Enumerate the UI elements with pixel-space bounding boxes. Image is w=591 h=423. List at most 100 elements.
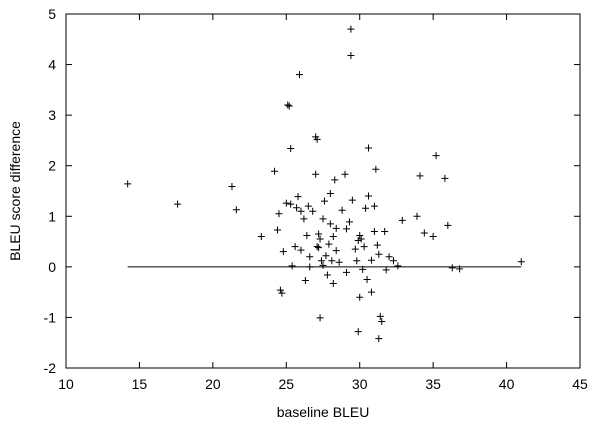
data-point [354,237,362,245]
y-tick-label: 3 [48,107,56,123]
data-point [354,328,362,336]
data-point [174,200,182,208]
data-point [517,258,525,266]
data-point [373,241,381,249]
data-point [297,207,305,215]
data-point [370,202,378,210]
x-tick-label: 10 [58,376,74,392]
data-point [329,280,337,288]
data-point [385,253,393,261]
data-point [347,51,355,59]
data-point [448,264,456,272]
data-point [353,257,361,265]
data-point [362,204,370,212]
data-point [328,257,336,265]
data-point [365,144,373,152]
data-point [294,193,302,201]
data-point [398,216,406,224]
data-point [309,207,317,215]
data-point [332,247,340,255]
data-point [284,101,292,109]
y-tick-label: 1 [48,208,56,224]
data-point [356,232,364,240]
data-point [332,224,340,232]
data-point [232,206,240,214]
data-point [322,252,330,260]
data-point [370,227,378,235]
scatter-points [124,25,525,343]
data-point [341,170,349,178]
data-point [228,182,236,190]
data-point [329,233,337,241]
data-point [325,240,333,248]
data-point [293,204,301,212]
data-point [444,221,452,229]
x-tick-label: 40 [499,376,515,392]
data-point [300,215,308,223]
data-point [304,202,312,210]
data-point [376,312,384,320]
data-point [365,192,373,200]
data-point [413,212,421,220]
data-point [275,210,283,218]
y-tick-label: -1 [44,309,57,325]
x-tick-label: 15 [132,376,148,392]
data-point [323,271,331,279]
data-point [372,165,380,173]
data-point [338,206,346,214]
data-point [287,200,295,208]
data-point [381,227,389,235]
data-point [389,257,397,265]
data-point [296,71,304,79]
data-point [357,235,365,243]
data-point [278,289,286,297]
data-point [326,190,334,198]
data-point [320,197,328,205]
data-point [351,245,359,253]
data-point [367,256,375,264]
data-point [303,232,311,240]
data-point [316,314,324,322]
data-point [375,335,383,343]
data-point [367,288,375,296]
data-point [273,226,281,234]
data-point [416,172,424,180]
data-point [285,102,293,110]
data-point [394,262,402,270]
x-tick-label: 45 [572,376,588,392]
x-tick-label: 30 [352,376,368,392]
x-axis-label: baseline BLEU [277,404,370,420]
y-tick-label: -2 [44,360,57,376]
x-tick-label: 20 [205,376,221,392]
data-point [375,250,383,258]
data-point [356,293,364,301]
data-point [124,180,132,188]
data-point [291,243,299,251]
data-point [301,277,309,285]
y-tick-label: 4 [48,57,56,73]
data-point [420,229,428,237]
data-point [297,246,305,254]
plot-frame [65,13,581,369]
data-point [306,253,314,261]
y-axis-label: BLEU score difference [7,121,23,261]
data-point [313,243,321,251]
data-point [318,257,326,265]
x-tick-label: 25 [278,376,294,392]
data-point [271,167,279,175]
data-point [432,152,440,160]
data-point [345,218,353,226]
data-point [348,196,356,204]
y-tick-label: 2 [48,158,56,174]
data-point [363,276,371,283]
data-point [331,176,339,184]
data-point [282,199,290,207]
data-point [342,268,350,276]
data-point [347,25,355,33]
data-point [316,235,324,243]
data-point [319,261,327,269]
data-point [335,258,343,266]
data-point [313,135,321,143]
